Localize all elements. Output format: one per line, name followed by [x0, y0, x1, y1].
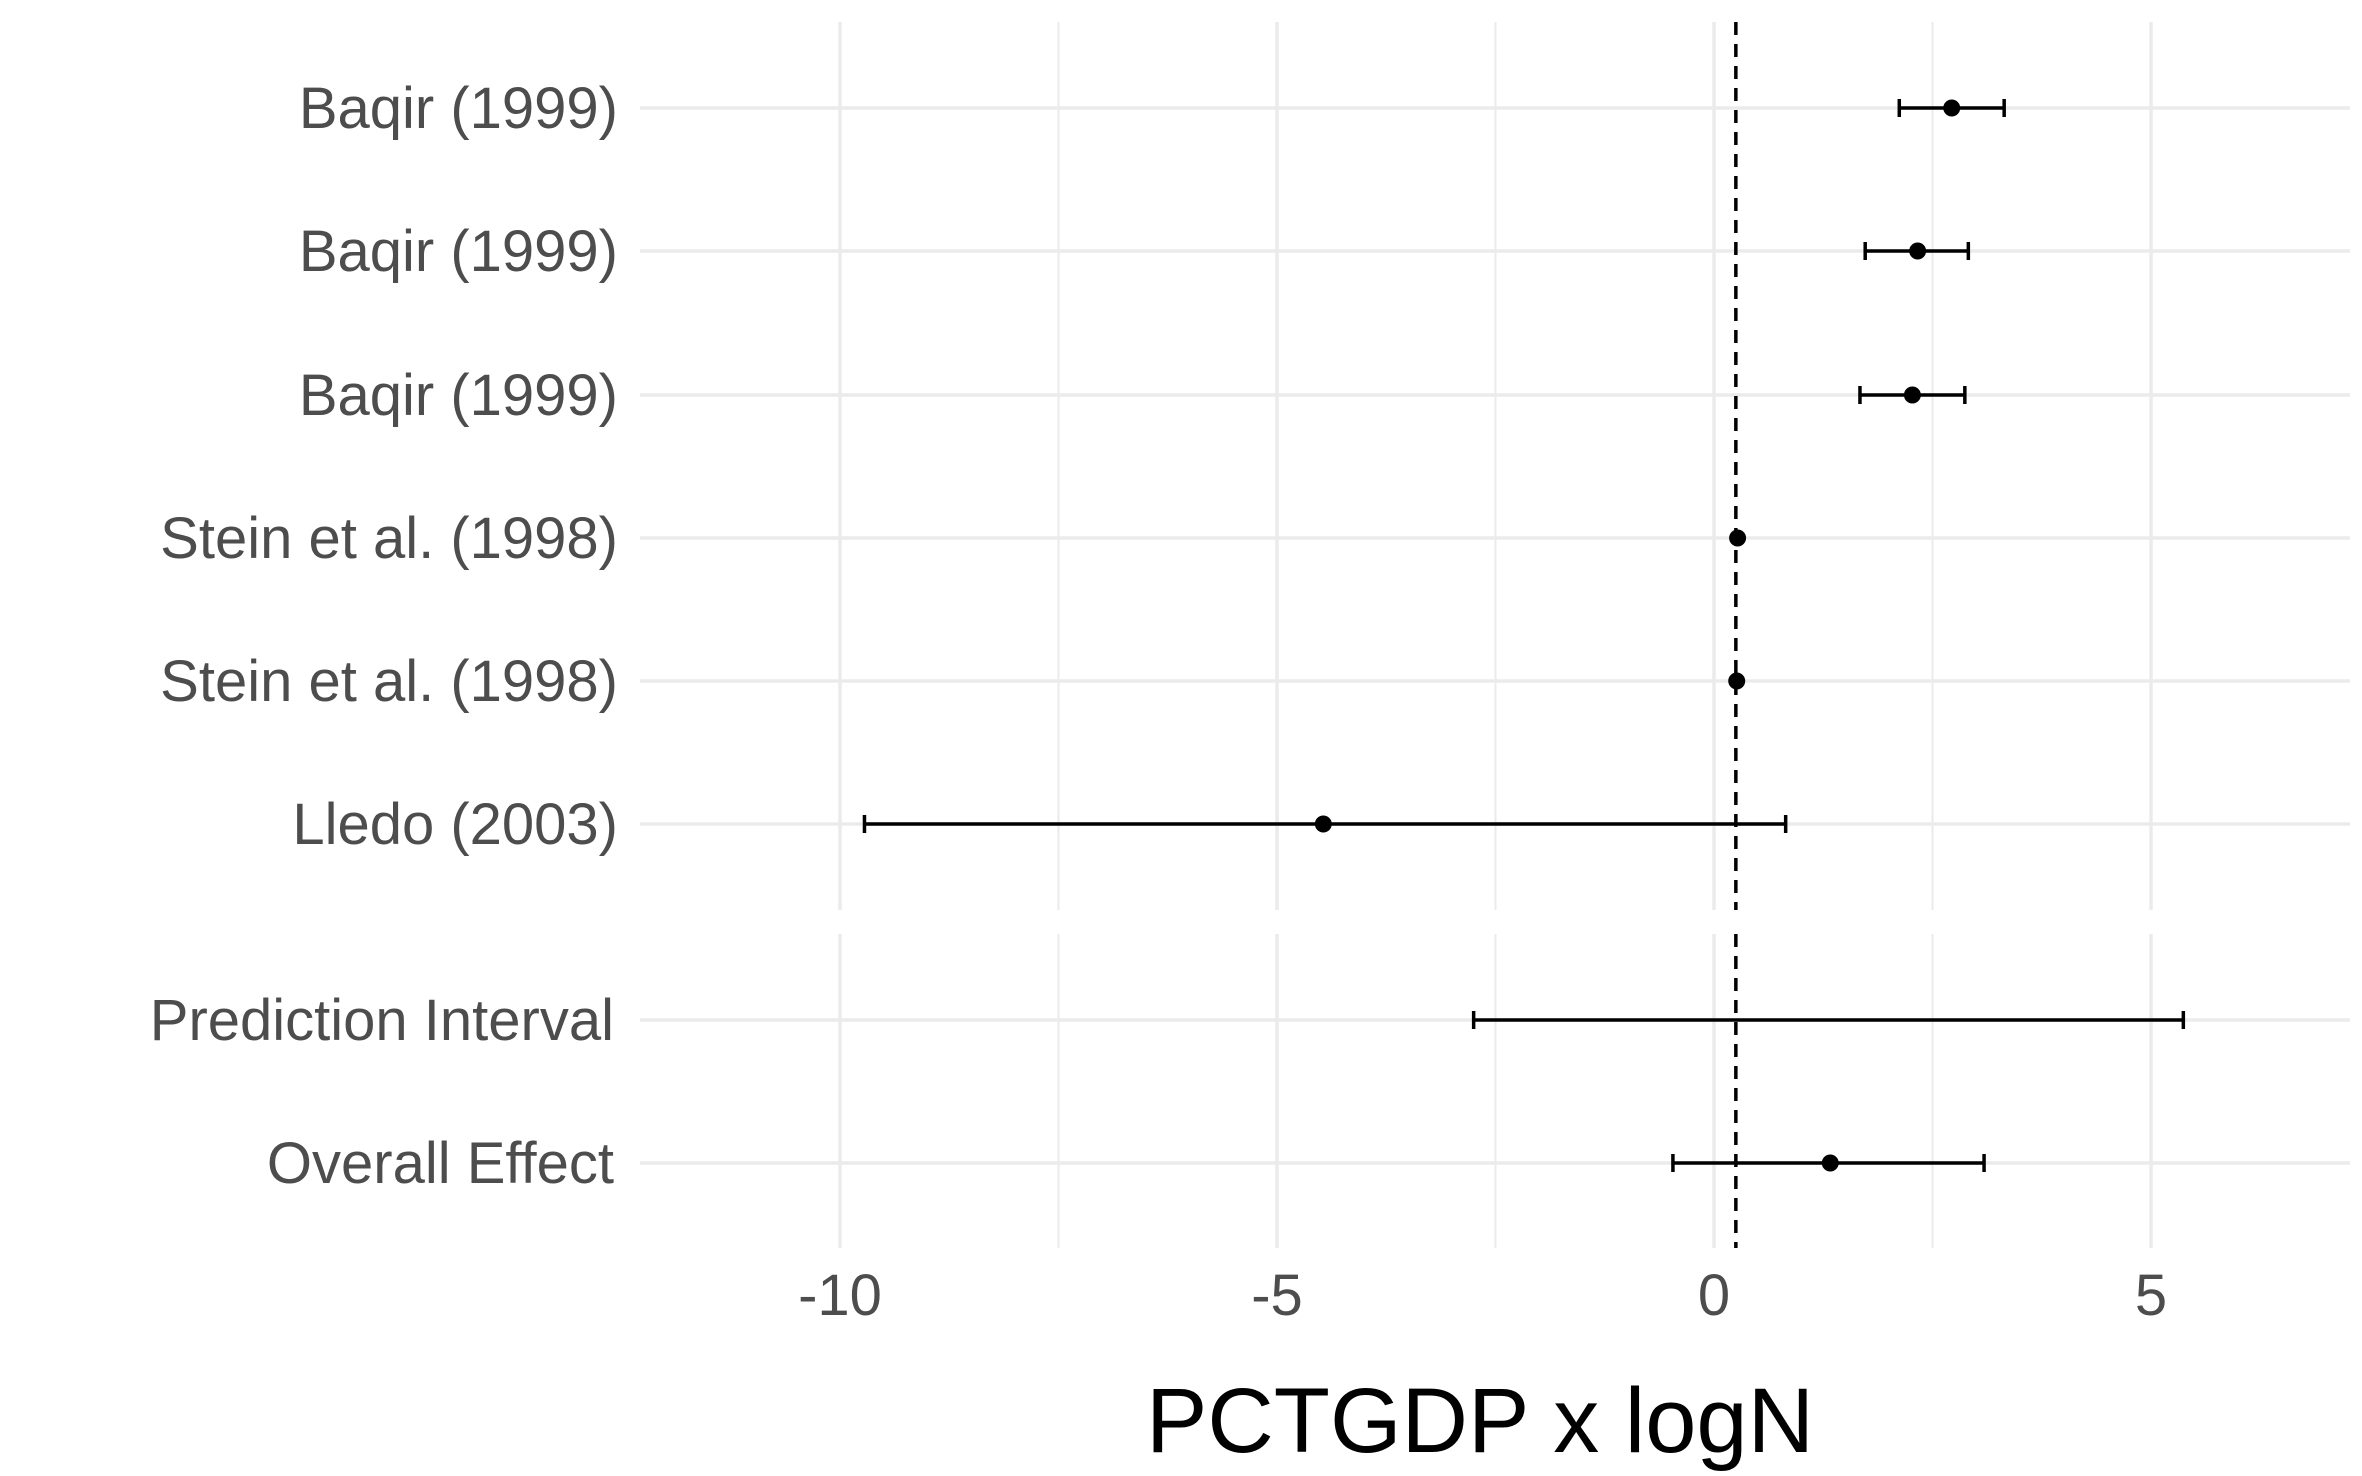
- point-estimate: [1821, 1154, 1839, 1172]
- summary-label: Overall Effect: [267, 1131, 614, 1196]
- x-tick-label: -10: [798, 1263, 882, 1328]
- summary-label: Prediction Interval: [150, 988, 614, 1053]
- study-label: Stein et al. (1998): [160, 506, 618, 571]
- x-tick-label: 5: [2135, 1263, 2167, 1328]
- study-label: Stein et al. (1998): [160, 649, 618, 714]
- summary-panel: [640, 934, 2350, 1248]
- x-tick-label: -5: [1251, 1263, 1303, 1328]
- x-axis-title: PCTGDP x logN: [1146, 1370, 1814, 1472]
- point-estimate: [1729, 529, 1747, 547]
- study-label: Lledo (2003): [292, 792, 618, 857]
- x-axis-ticks: -10 -5 0 5: [798, 1263, 2167, 1328]
- y-axis-labels: Baqir (1999) Baqir (1999) Baqir (1999) Stei…: [150, 76, 618, 1196]
- point-estimate: [1903, 386, 1921, 404]
- point-estimate: [1728, 672, 1746, 690]
- study-label: Baqir (1999): [299, 76, 618, 141]
- study-panel: [640, 22, 2350, 910]
- point-estimate: [1314, 815, 1332, 833]
- x-tick-label: 0: [1698, 1263, 1730, 1328]
- point-estimate: [1943, 99, 1961, 117]
- study-label: Baqir (1999): [299, 219, 618, 284]
- study-label: Baqir (1999): [299, 363, 618, 428]
- point-estimate: [1909, 242, 1927, 260]
